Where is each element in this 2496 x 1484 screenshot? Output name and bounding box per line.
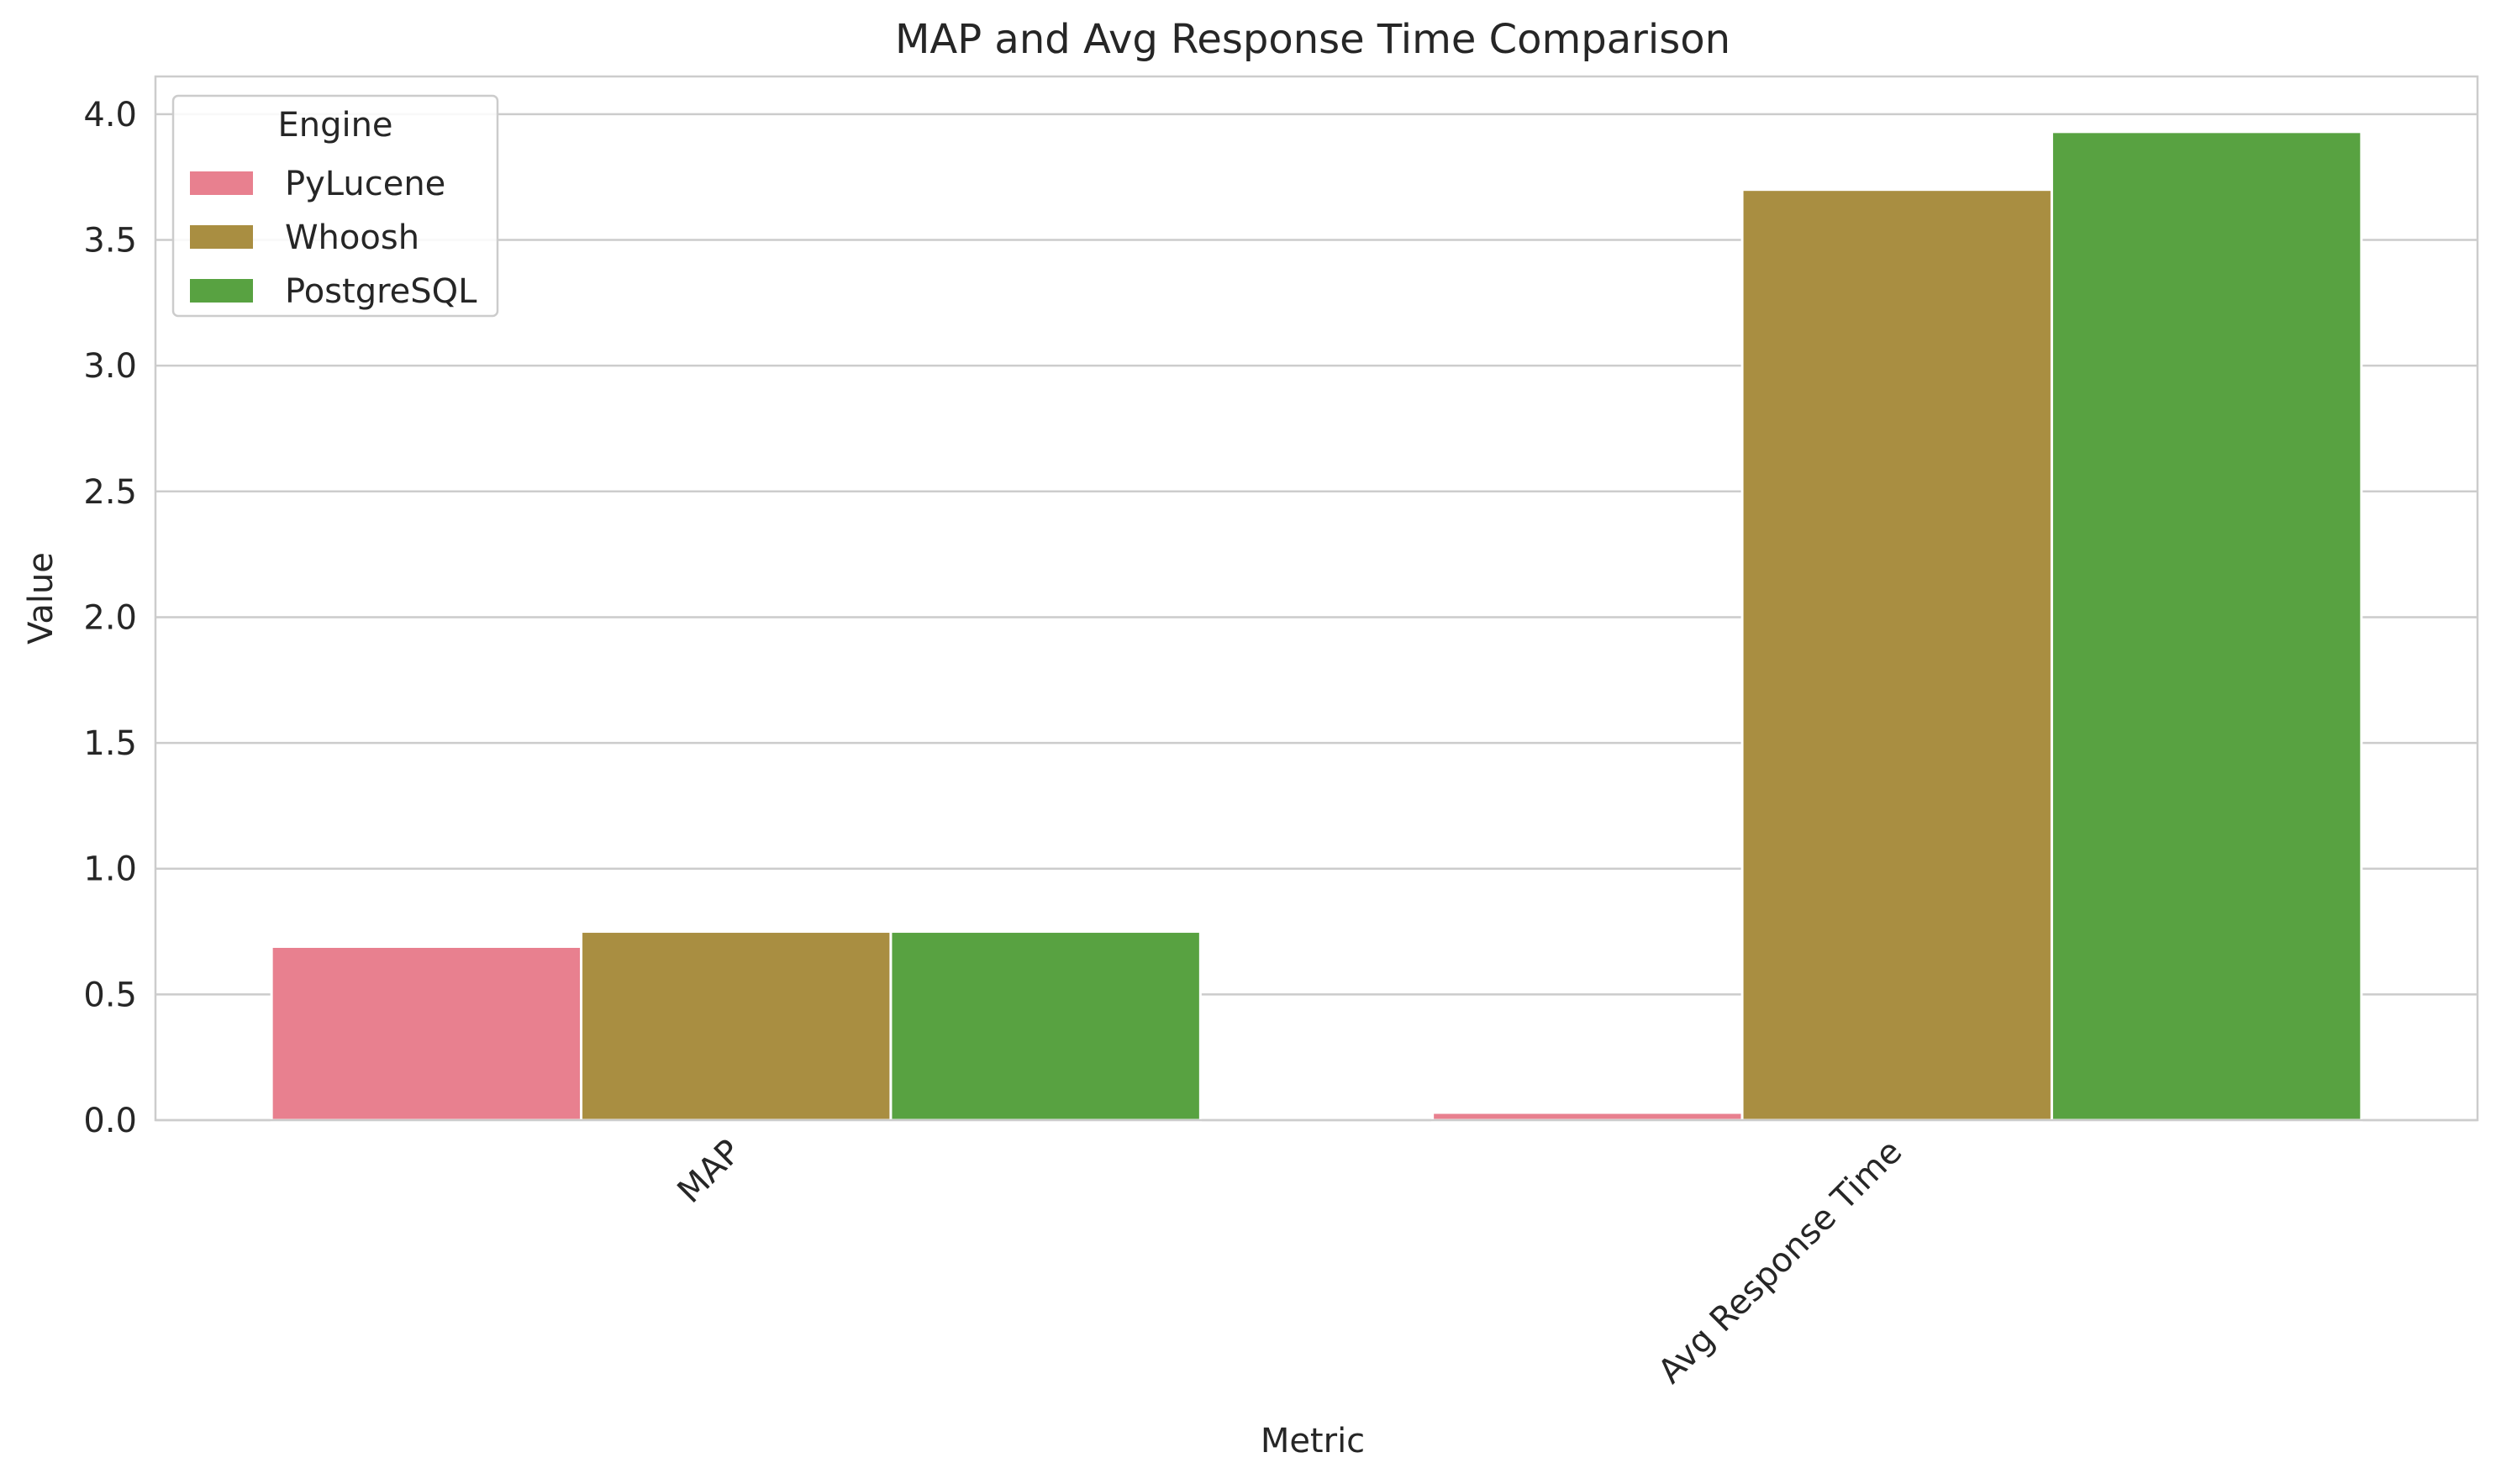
y-tick-label: 4.0	[83, 96, 137, 134]
legend-box	[171, 94, 499, 318]
plot-frame	[154, 75, 2479, 1122]
legend-label: PostgreSQL	[285, 272, 477, 311]
x-tick-labels: MAP Avg Response Time	[670, 1133, 1909, 1392]
y-tick-label: 1.5	[83, 724, 137, 763]
bar-pylucene-1	[1431, 1111, 1744, 1122]
legend-swatch-pylucene	[190, 171, 253, 195]
legend-swatch-whoosh	[190, 225, 253, 249]
y-tick-label: 1.0	[83, 850, 137, 889]
bar-postgresql-0	[889, 930, 1202, 1122]
y-tick-label: 3.0	[83, 347, 137, 386]
x-tick-label: MAP	[670, 1133, 748, 1211]
legend-title: Engine	[277, 106, 392, 145]
y-axis-label: Value	[22, 552, 61, 645]
y-tick-label: 3.5	[83, 222, 137, 260]
x-tick-label: Avg Response Time	[1651, 1133, 1909, 1392]
bars	[270, 130, 2363, 1122]
legend: Engine PyLucene Whoosh PostgreSQL	[171, 94, 499, 318]
legend-label: Whoosh	[285, 218, 419, 257]
legend-swatch-postgresql	[190, 279, 253, 303]
legend-label: PyLucene	[285, 165, 445, 203]
y-tick-labels: 0.0 0.5 1.0 1.5 2.0 2.5 3.0 3.5 4.0	[83, 96, 137, 1140]
chart-title: MAP and Avg Response Time Comparison	[895, 16, 1730, 63]
y-tick-label: 0.5	[83, 976, 137, 1014]
bar-postgresql-1	[2050, 130, 2363, 1122]
x-axis-label: Metric	[1261, 1422, 1365, 1460]
bar-pylucene-0	[270, 945, 583, 1122]
legend-items: PyLucene Whoosh PostgreSQL	[190, 165, 477, 311]
y-tick-label: 0.0	[83, 1102, 137, 1140]
bar-whoosh-1	[1740, 188, 2053, 1122]
y-tick-label: 2.0	[83, 598, 137, 637]
bar-whoosh-0	[580, 930, 893, 1122]
y-tick-label: 2.5	[83, 473, 137, 512]
